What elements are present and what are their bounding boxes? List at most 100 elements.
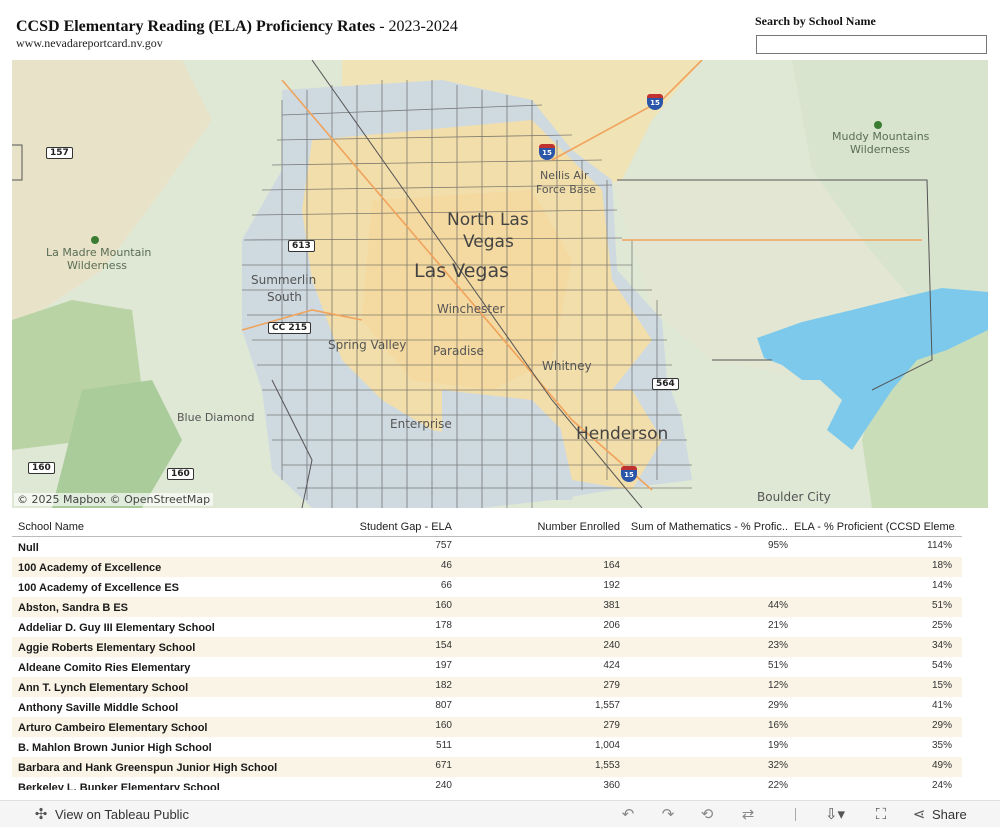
share-button[interactable]: Share — [932, 807, 967, 822]
cell-gap: 182 — [435, 680, 452, 691]
map-attribution[interactable]: © 2025 Mapbox © OpenStreetMap — [14, 493, 214, 506]
table-row[interactable]: B. Mahlon Brown Junior High School 511 1,0… — [12, 737, 962, 757]
cell-enrolled: 279 — [603, 680, 620, 691]
cell-enrolled: 279 — [603, 720, 620, 731]
cell-gap: 197 — [435, 660, 452, 671]
cell-math: 19% — [767, 740, 788, 751]
cell-enrolled: 1,553 — [594, 760, 620, 771]
map-label-nellis: Nellis Air — [540, 169, 589, 182]
table-row[interactable]: Arturo Cambeiro Elementary School 160 279 1… — [12, 717, 962, 737]
view-on-tableau-link[interactable]: View on Tableau Public — [55, 807, 189, 822]
table-row[interactable]: Addeliar D. Guy III Elementary School 178… — [12, 617, 962, 637]
undo-icon[interactable]: ↶ — [621, 806, 635, 823]
cell-enrolled: 206 — [603, 620, 620, 631]
map-label-enterprise: Enterprise — [390, 417, 452, 431]
cell-gap: 807 — [435, 700, 452, 711]
cell-ela: 18% — [931, 560, 952, 571]
table-row[interactable]: Berkeley L. Bunker Elementary School 240 3… — [12, 777, 962, 790]
cell-gap: 160 — [435, 720, 452, 731]
cell-gap: 160 — [435, 600, 452, 611]
cell-ela: 34% — [931, 640, 952, 651]
cell-school-name: Ann T. Lynch Elementary School — [18, 682, 189, 694]
cell-enrolled: 240 — [603, 640, 620, 651]
cell-enrolled: 1,557 — [594, 700, 620, 711]
cell-school-name: Arturo Cambeiro Elementary School — [18, 722, 208, 734]
revert-icon[interactable]: ⟲ — [700, 806, 714, 823]
map-label-winchester: Winchester — [437, 302, 505, 316]
title-text: CCSD Elementary Reading (ELA) Proficienc… — [16, 18, 376, 35]
interstate-15-shield-2: 15 — [539, 144, 555, 160]
route-157-shield: 157 — [46, 147, 73, 159]
title-year: - 2023-2024 — [375, 18, 458, 35]
cell-ela: 41% — [931, 700, 952, 711]
cell-ela: 114% — [927, 540, 952, 551]
interstate-15-shield: 15 — [647, 94, 663, 110]
header-number-enrolled[interactable]: Number Enrolled — [537, 521, 620, 533]
map-label-la-madre-2: Wilderness — [67, 259, 128, 272]
dashboard-subtitle: www.nevadareportcard.nv.gov — [16, 36, 163, 50]
interstate-15-shield-3: 15 — [621, 466, 637, 482]
table-row[interactable]: 100 Academy of Excellence 46 164 18% — [12, 557, 962, 577]
cell-school-name: B. Mahlon Brown Junior High School — [18, 742, 212, 754]
header-student-gap[interactable]: Student Gap - ELA — [359, 521, 452, 533]
route-160-shield-2: 160 — [167, 468, 194, 480]
cell-math — [620, 577, 788, 597]
map-label-north-las-vegas-2: Vegas — [463, 232, 514, 252]
cell-math: 12% — [767, 680, 788, 691]
cell-enrolled: 192 — [603, 580, 620, 591]
table-row[interactable]: Ann T. Lynch Elementary School 182 279 12% 1… — [12, 677, 962, 697]
redo-icon[interactable]: ↷ — [661, 806, 675, 823]
toolbar-divider — [795, 808, 796, 821]
dashboard-title: CCSD Elementary Reading (ELA) Proficienc… — [16, 18, 458, 36]
cell-school-name: Barbara and Hank Greenspun Junior High S… — [18, 762, 278, 774]
cell-gap: 178 — [435, 620, 452, 631]
table-row[interactable]: Abston, Sandra B ES 160 381 44% 51% — [12, 597, 962, 617]
tableau-logo-icon[interactable]: ✣ — [34, 806, 48, 823]
cell-math: 16% — [767, 720, 788, 731]
map-label-summerlin-2: South — [267, 290, 302, 304]
table-row[interactable]: Barbara and Hank Greenspun Junior High S… — [12, 757, 962, 777]
cell-school-name: Aggie Roberts Elementary School — [18, 642, 196, 654]
cell-school-name: Null — [18, 542, 39, 554]
download-icon[interactable]: ⇩▾ — [824, 806, 846, 823]
table-row[interactable]: Aldeane Comito Ries Elementary 197 424 51% 5… — [12, 657, 962, 677]
route-564-shield: 564 — [652, 378, 679, 390]
cell-school-name: 100 Academy of Excellence — [18, 562, 162, 574]
table-row[interactable]: Aggie Roberts Elementary School 154 240 23%… — [12, 637, 962, 657]
school-search-input[interactable] — [756, 35, 987, 54]
cell-gap: 154 — [435, 640, 452, 651]
cell-ela: 49% — [931, 760, 952, 771]
cell-math: 21% — [767, 620, 788, 631]
table-row[interactable]: Anthony Saville Middle School 807 1,557 29%… — [12, 697, 962, 717]
route-160-shield: 160 — [28, 462, 55, 474]
header-ela-proficient[interactable]: ELA - % Proficient (CCSD Eleme.. — [794, 521, 956, 533]
map-label-paradise: Paradise — [433, 344, 484, 358]
fullscreen-icon[interactable]: ⛶ — [875, 806, 887, 823]
school-table: School Name Student Gap - ELA Number Enr… — [12, 518, 962, 790]
cell-ela: 25% — [931, 620, 952, 631]
map-label-las-vegas: Las Vegas — [414, 260, 509, 282]
cell-gap: 511 — [436, 740, 452, 751]
cell-math: 29% — [767, 700, 788, 711]
cell-math: 32% — [767, 760, 788, 771]
refresh-icon[interactable]: ⇄ — [741, 806, 755, 823]
cell-ela: 29% — [931, 720, 952, 731]
cell-gap: 757 — [435, 540, 452, 551]
header-school-name[interactable]: School Name — [18, 521, 85, 533]
cell-math: 51% — [767, 660, 788, 671]
cell-enrolled: 424 — [603, 660, 620, 671]
map-label-muddy-mountains: Muddy Mountains — [832, 130, 930, 143]
search-label: Search by School Name — [755, 14, 876, 28]
route-613-shield: 613 — [288, 240, 315, 252]
table-row[interactable]: Null 757 95% 114% — [12, 537, 962, 557]
map-label-la-madre: La Madre Mountain — [46, 246, 152, 259]
tableau-toolbar: ✣ View on Tableau Public ↶ ↷ ⟲ ⇄ ⇩▾ ⛶ ⋖ … — [0, 800, 1000, 827]
table-row[interactable]: 100 Academy of Excellence ES 66 192 14% — [12, 577, 962, 597]
cell-ela: 54% — [931, 660, 952, 671]
school-zone-map[interactable]: North Las Vegas Las Vegas Summerlin Sout… — [12, 60, 988, 508]
cell-enrolled: 360 — [603, 780, 620, 790]
cell-ela: 35% — [931, 740, 952, 751]
share-icon[interactable]: ⋖ — [912, 806, 926, 823]
header-math-proficient[interactable]: Sum of Mathematics - % Profic.. — [630, 521, 788, 533]
cell-ela: 51% — [931, 600, 952, 611]
